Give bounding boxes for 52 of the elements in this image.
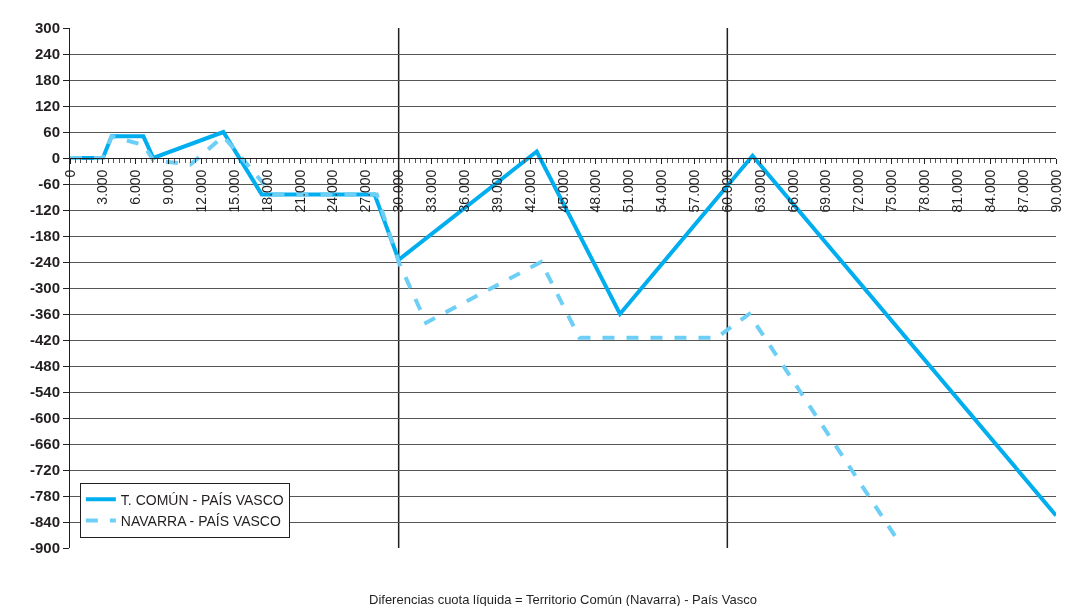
x-tick-label: 66.000 bbox=[784, 169, 801, 213]
text: Diferencias cuota líquida = Territorio Común (Navarra) - País Vasco bbox=[369, 592, 757, 606]
x-tick-label: 84.000 bbox=[981, 169, 998, 213]
x-tick-label: 54.000 bbox=[653, 169, 670, 213]
y-tick-label: -420 bbox=[29, 331, 60, 349]
y-tick-label: -60 bbox=[38, 175, 60, 193]
x-tick-label: 90.000 bbox=[1047, 169, 1064, 213]
x-tick-label: 24.000 bbox=[324, 169, 341, 213]
y-tick-label: -480 bbox=[29, 357, 60, 375]
y-tick-label: -360 bbox=[29, 305, 60, 323]
x-tick-label: 18.000 bbox=[258, 169, 275, 213]
y-tick-label: -120 bbox=[29, 201, 60, 219]
y-tick-label: 300 bbox=[34, 19, 60, 37]
x-tick-label: 15.000 bbox=[225, 169, 242, 213]
y-tick-label: -300 bbox=[29, 279, 60, 297]
y-tick-label: 240 bbox=[34, 45, 60, 63]
x-tick-label: 81.000 bbox=[948, 169, 965, 213]
y-tick-label: -180 bbox=[29, 227, 60, 245]
y-tick-label: -840 bbox=[29, 513, 60, 531]
y-tick-label: -900 bbox=[29, 539, 60, 557]
x-tick-label: 48.000 bbox=[587, 169, 604, 213]
x-tick-label: 27.000 bbox=[357, 169, 374, 213]
y-tick-label: 180 bbox=[34, 71, 60, 89]
x-tick-label: 57.000 bbox=[686, 169, 703, 213]
x-tick-label: 87.000 bbox=[1014, 169, 1031, 213]
x-tick-label: 45.000 bbox=[554, 169, 571, 213]
x-tick-label: 51.000 bbox=[620, 169, 637, 213]
y-tick-label: -660 bbox=[29, 435, 60, 453]
y-tick-label: -540 bbox=[29, 383, 60, 401]
x-tick-label: 69.000 bbox=[817, 169, 834, 213]
x-tick-label: 72.000 bbox=[850, 169, 867, 213]
x-tick-label: 33.000 bbox=[423, 169, 440, 213]
x-tick-label: 75.000 bbox=[883, 169, 900, 213]
x-tick-label: 39.000 bbox=[488, 169, 505, 213]
x-tick-label: 36.000 bbox=[455, 169, 472, 213]
y-tick-label: -240 bbox=[29, 253, 60, 271]
x-tick-label: 12.000 bbox=[193, 169, 210, 213]
legend-label: NAVARRA - PAÍS VASCO bbox=[120, 512, 281, 529]
y-tick-label: -720 bbox=[29, 461, 60, 479]
x-tick-label: 78.000 bbox=[916, 169, 933, 213]
x-tick-label: 63.000 bbox=[751, 169, 768, 213]
y-tick-label: 120 bbox=[34, 97, 60, 115]
x-tick-label: 9.000 bbox=[160, 169, 177, 205]
legend-label: T. COMÚN - PAÍS VASCO bbox=[120, 491, 284, 508]
x-tick-label: 42.000 bbox=[521, 169, 538, 213]
y-tick-label: -780 bbox=[29, 487, 60, 505]
y-tick-label: 0 bbox=[51, 149, 60, 167]
x-tick-label: 21.000 bbox=[291, 169, 308, 213]
y-tick-label: 60 bbox=[43, 123, 60, 141]
y-tick-label: -600 bbox=[29, 409, 60, 427]
x-tick-label: 3.000 bbox=[94, 169, 111, 205]
x-tick-label: 6.000 bbox=[127, 169, 144, 205]
